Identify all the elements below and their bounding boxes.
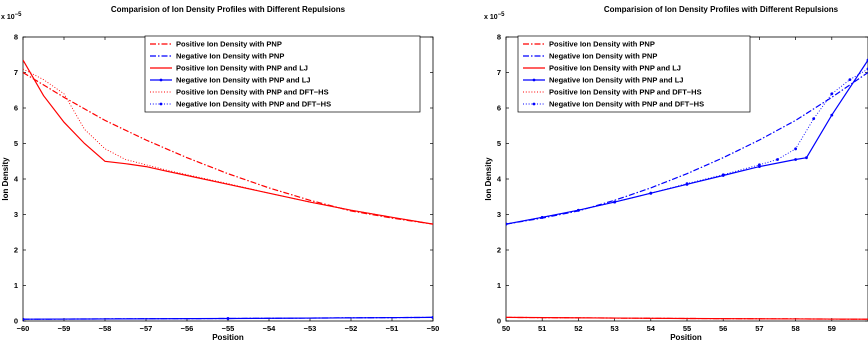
chart-0-series-line-4 — [23, 68, 433, 225]
chart-0-legend-label-0: Positive Ion Density with PNP — [176, 40, 282, 49]
chart-1-series-5-point-6 — [721, 173, 725, 177]
chart-1-y-tick-label-4: 4 — [497, 175, 502, 184]
chart-1-y-axis-label: Ion Density — [484, 157, 493, 201]
chart-1-series-3-point-10 — [830, 113, 834, 117]
chart-1-series-5-point-7 — [758, 163, 761, 167]
chart-0-x-tick-label-4: −56 — [181, 324, 194, 333]
chart-0-x-tick-label-9: −51 — [386, 324, 399, 333]
chart-0-y-tick-label-2: 2 — [14, 246, 18, 255]
chart-1-x-tick-label-8: 58 — [791, 324, 799, 333]
chart-1-x-tick-label-4: 54 — [647, 324, 656, 333]
chart-0-series-line-0 — [23, 71, 433, 225]
chart-0-y-tick-label-3: 3 — [14, 210, 18, 219]
chart-1-y-tick-label-7: 7 — [497, 68, 501, 77]
chart-1-series-3-point-8 — [794, 158, 797, 161]
chart-1-x-tick-label-2: 52 — [574, 324, 582, 333]
chart-1-x-tick-label-0: 50 — [502, 324, 510, 333]
chart-1-legend-marker-5 — [532, 102, 536, 106]
chart-0-legend-label-4: Positive Ion Density with PNP and DFT−HS — [176, 88, 329, 97]
chart-1-legend-label-0: Positive Ion Density with PNP — [549, 40, 655, 49]
chart-0-series-5-point-2 — [431, 316, 433, 319]
chart-0-y-tick-label-6: 6 — [14, 104, 18, 113]
chart-1-legend-label-1: Negative Ion Density with PNP — [549, 52, 657, 61]
chart-1-legend-label-3: Negative Ion Density with PNP and LJ — [549, 76, 683, 85]
chart-1-y-tick-label-8: 8 — [497, 33, 501, 42]
chart-0-y-exponent: −5 — [15, 12, 23, 18]
chart-1-legend-label-2: Positive Ion Density with PNP and LJ — [549, 64, 681, 73]
chart-0-y-tick-label-7: 7 — [14, 68, 18, 77]
chart-1-legend-label-4: Positive Ion Density with PNP and DFT−HS — [549, 88, 702, 97]
chart-0-legend-marker-5 — [159, 102, 163, 106]
chart-1-series-5-point-3 — [613, 200, 616, 204]
chart-1-series-3-point-9 — [805, 156, 808, 160]
chart-1-x-axis-label: Position — [670, 333, 702, 342]
chart-0-y-tick-label-5: 5 — [14, 139, 18, 148]
chart-1-series-5-point-4 — [649, 191, 653, 195]
chart-0-y-tick-label-4: 4 — [14, 175, 19, 184]
chart-1-legend-box — [517, 35, 751, 113]
chart-0-series-5-point-1 — [226, 317, 230, 320]
right-chart: Comparision of Ion Density Profiles with… — [484, 5, 868, 342]
chart-0-x-tick-label-1: −59 — [58, 324, 71, 333]
chart-0-legend-marker-3 — [159, 78, 163, 82]
chart-1-x-tick-label-9: 59 — [828, 324, 836, 333]
chart-0-plot-area — [23, 59, 433, 321]
chart-1-series-5-point-10 — [812, 117, 816, 121]
chart-1-plot-area — [506, 58, 868, 320]
chart-1-series-line-5 — [506, 68, 868, 225]
chart-1-y-multiplier: x 10−5 — [484, 12, 505, 21]
chart-1-y-tick-label-5: 5 — [497, 139, 501, 148]
chart-1-y-tick-label-6: 6 — [497, 104, 501, 113]
chart-1-series-line-2 — [506, 316, 868, 320]
chart-0-x-tick-label-8: −52 — [345, 324, 358, 333]
chart-0-x-tick-label-5: −55 — [222, 324, 235, 333]
chart-1-series-5-point-0 — [506, 222, 508, 226]
chart-1-series-5-point-11 — [830, 92, 834, 96]
chart-0-legend-label-5: Negative Ion Density with PNP and DFT−HS — [176, 100, 331, 109]
chart-1-y-tick-label-1: 1 — [497, 281, 501, 290]
chart-0-y-multiplier: x 10−5 — [1, 12, 22, 21]
chart-1-x-tick-label-1: 51 — [538, 324, 546, 333]
chart-1-series-line-1 — [506, 72, 868, 225]
chart-0-legend-label-1: Negative Ion Density with PNP — [176, 52, 284, 61]
chart-1-y-tick-label-2: 2 — [497, 246, 501, 255]
chart-1-series-5-point-8 — [776, 158, 779, 161]
chart-1-series-5-point-9 — [794, 147, 797, 151]
chart-1-y-tick-label-3: 3 — [497, 210, 501, 219]
chart-0-y-tick-label-1: 1 — [14, 281, 18, 290]
left-chart: Comparision of Ion Density Profiles with… — [1, 5, 439, 342]
chart-1-title: Comparision of Ion Density Profiles with… — [604, 5, 839, 14]
chart-1-series-5-point-12 — [848, 78, 852, 81]
chart-0-y-axis-label: Ion Density — [1, 157, 10, 201]
chart-0-legend-label-3: Negative Ion Density with PNP and LJ — [176, 76, 310, 85]
chart-1-series-5-point-2 — [577, 208, 580, 212]
chart-0-x-axis-label: Position — [212, 333, 244, 342]
chart-1-x-tick-label-5: 55 — [683, 324, 691, 333]
chart-0-legend-label-2: Positive Ion Density with PNP and LJ — [176, 64, 308, 73]
chart-1-legend-label-5: Negative Ion Density with PNP and DFT−HS — [549, 100, 704, 109]
chart-1-x-tick-label-7: 57 — [755, 324, 763, 333]
chart-1-y-exponent: −5 — [498, 12, 506, 18]
chart-0-legend-box — [144, 35, 421, 113]
chart-1-series-5-point-5 — [685, 182, 689, 186]
chart-0-series-line-2 — [23, 59, 433, 225]
chart-0-x-tick-label-3: −57 — [140, 324, 153, 333]
chart-0-x-tick-label-10: −50 — [427, 324, 440, 333]
chart-0-x-tick-label-0: −60 — [17, 324, 30, 333]
chart-0-series-5-point-0 — [23, 317, 25, 321]
chart-0-title: Comparision of Ion Density Profiles with… — [111, 5, 346, 14]
chart-0-y-tick-label-8: 8 — [14, 33, 18, 42]
chart-1-x-tick-label-3: 53 — [610, 324, 618, 333]
chart-0-x-tick-label-7: −53 — [304, 324, 317, 333]
chart-1-x-tick-label-6: 56 — [719, 324, 727, 333]
chart-1-series-5-point-1 — [540, 215, 544, 219]
chart-1-y-tick-label-0: 0 — [497, 317, 501, 326]
chart-0-y-tick-label-0: 0 — [14, 317, 18, 326]
chart-1-legend-marker-3 — [532, 78, 536, 82]
chart-0-x-tick-label-2: −58 — [99, 324, 112, 333]
chart-0-x-tick-label-6: −54 — [263, 324, 277, 333]
